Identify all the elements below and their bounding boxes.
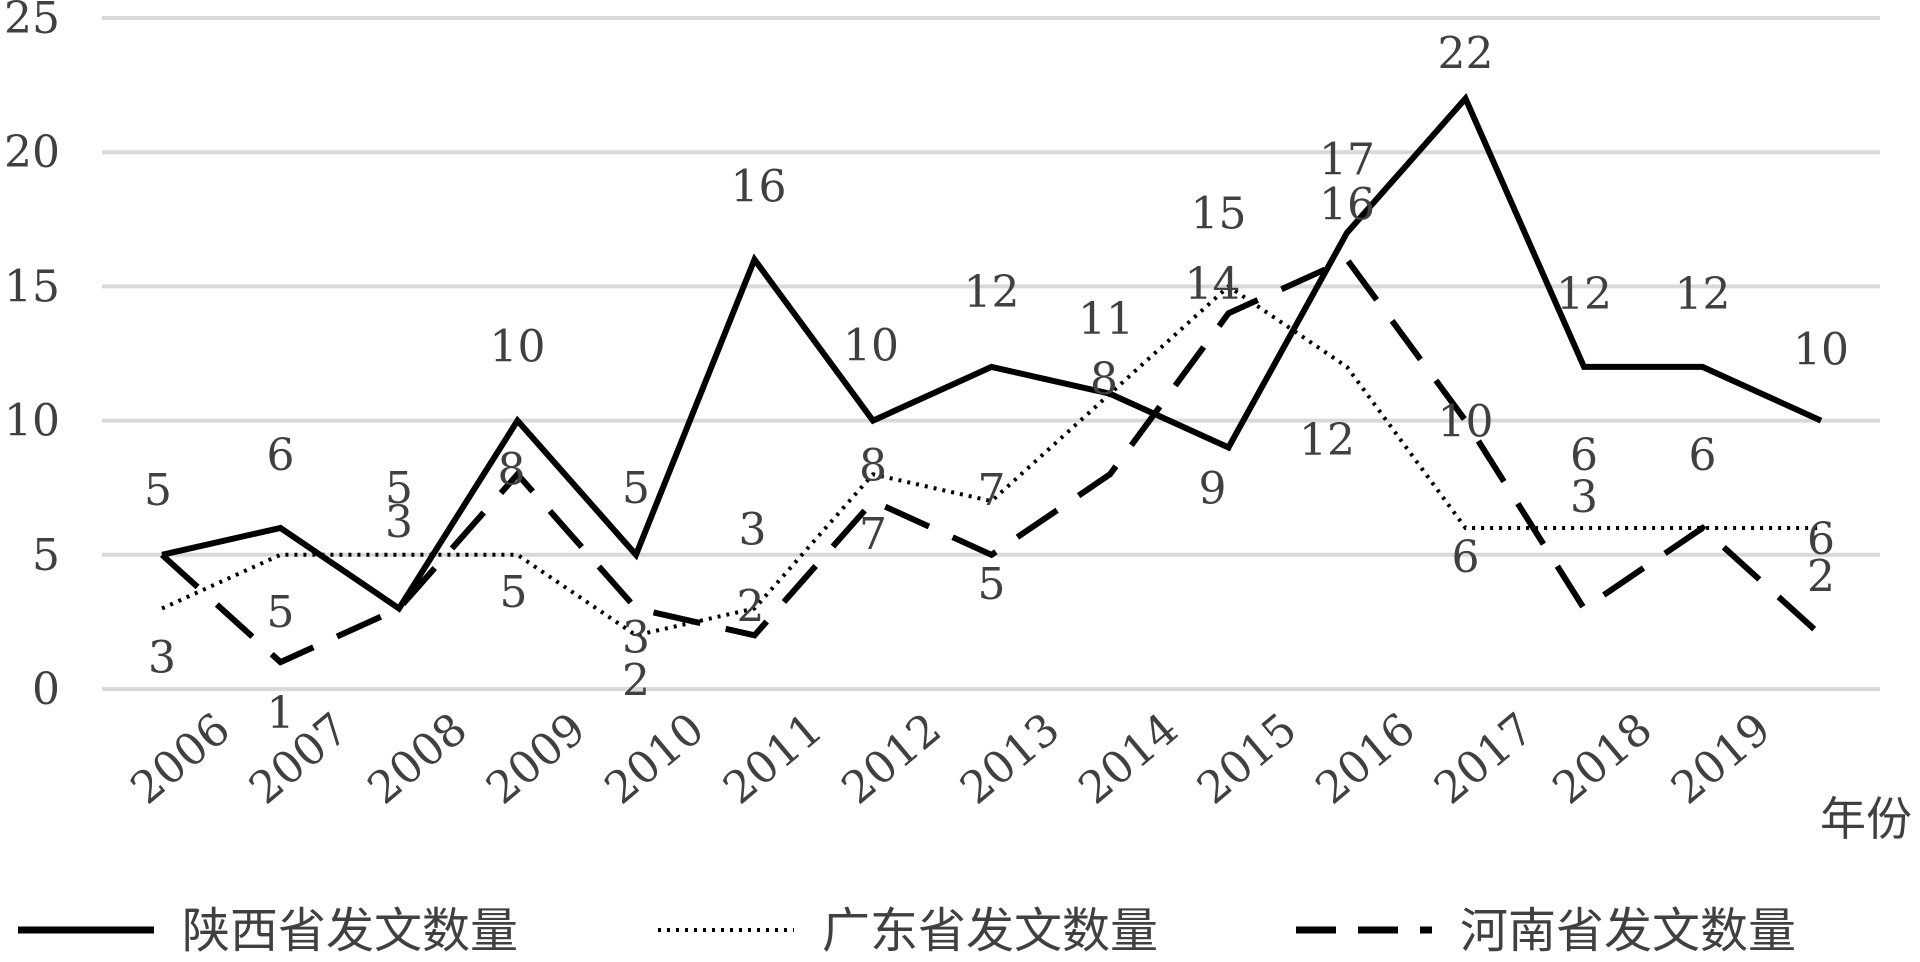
- legend-label-2: 广东省发文数量: [822, 903, 1158, 958]
- y-tick-label: 0: [32, 664, 60, 715]
- data-label: 3: [385, 497, 413, 548]
- data-label: 2: [1807, 551, 1835, 602]
- data-label: 10: [490, 322, 546, 373]
- data-label: 8: [498, 444, 526, 495]
- data-label: 6: [1689, 430, 1717, 481]
- data-label: 17: [1319, 135, 1375, 186]
- data-label: 3: [1570, 472, 1598, 523]
- y-tick-label: 10: [4, 396, 60, 447]
- data-label: 6: [267, 430, 295, 481]
- x-tick-label: 2010: [595, 703, 714, 814]
- data-label: 12: [1299, 415, 1355, 466]
- series-line-1: [161, 93, 1823, 613]
- data-label: 16: [1319, 180, 1375, 231]
- x-tick-label: 2019: [1662, 703, 1781, 814]
- data-label: 12: [1556, 269, 1612, 320]
- y-tick-label: 5: [32, 530, 60, 581]
- data-label: 11: [1078, 294, 1134, 345]
- data-label: 7: [978, 465, 1006, 516]
- gridlines: [102, 16, 1880, 691]
- x-tick-label: 2017: [1425, 703, 1544, 814]
- data-label: 3: [739, 504, 767, 555]
- x-tick-label: 2014: [1069, 703, 1188, 814]
- y-tick-label: 20: [4, 127, 60, 178]
- data-label: 5: [622, 463, 650, 514]
- x-tick-label: 2007: [240, 703, 359, 814]
- x-tick-label: 2011: [714, 703, 833, 814]
- x-tick-label: 2006: [121, 703, 240, 814]
- data-label: 6: [1452, 532, 1480, 583]
- x-tick-label: 2008: [358, 703, 477, 814]
- data-label: 10: [1438, 397, 1494, 448]
- data-label: 1: [267, 688, 295, 739]
- data-label: 2: [737, 581, 765, 632]
- x-tick-label: 2012: [832, 703, 951, 814]
- data-label: 6: [1807, 514, 1835, 565]
- x-tick-label: 2015: [1188, 703, 1307, 814]
- data-label: 15: [1191, 188, 1247, 239]
- data-label: 10: [1793, 325, 1849, 376]
- series-lines: [159, 93, 1824, 666]
- data-label: 8: [859, 440, 887, 491]
- x-tick-label: 2018: [1543, 703, 1662, 814]
- x-tick-label: 2009: [477, 703, 596, 814]
- y-tick-label: 15: [4, 261, 60, 312]
- y-axis-ticks: 0 5 10 15 20 25: [4, 0, 60, 715]
- data-label: 5: [385, 463, 413, 514]
- data-label: 6: [1570, 430, 1598, 481]
- data-label: 9: [1199, 463, 1227, 514]
- x-axis-title: 年份: [1820, 792, 1912, 846]
- y-tick-label: 25: [4, 0, 60, 44]
- data-label: 5: [500, 567, 528, 618]
- series-line-3: [159, 255, 1824, 666]
- data-label: 5: [978, 559, 1006, 610]
- x-axis-ticks: 2006 2007 2008 2009 2010 2011 2012 2013 2014 2015…: [121, 703, 1780, 814]
- data-label: 16: [731, 162, 787, 213]
- x-tick-label: 2016: [1306, 703, 1425, 814]
- legend-label-1: 陕西省发文数量: [182, 903, 518, 958]
- data-label: 2: [622, 655, 650, 706]
- data-label: 5: [267, 587, 295, 638]
- data-label: 3: [622, 612, 650, 663]
- legend-label-3: 河南省发文数量: [1460, 903, 1796, 958]
- data-label: 3: [148, 632, 176, 683]
- legend: 陕西省发文数量 广东省发文数量 河南省发文数量: [18, 903, 1796, 959]
- series-line-2: [161, 283, 1821, 638]
- data-label: 8: [1090, 354, 1118, 405]
- x-tick-label: 2013: [951, 703, 1070, 814]
- data-labels: 5365153108553216321087127511815149171612…: [144, 29, 1849, 740]
- data-label: 10: [843, 321, 899, 372]
- data-label: 12: [964, 267, 1020, 318]
- data-label: 12: [1675, 269, 1731, 320]
- data-label: 5: [144, 465, 172, 516]
- data-label: 22: [1438, 29, 1494, 80]
- data-label: 7: [859, 509, 887, 560]
- data-label: 14: [1185, 259, 1241, 310]
